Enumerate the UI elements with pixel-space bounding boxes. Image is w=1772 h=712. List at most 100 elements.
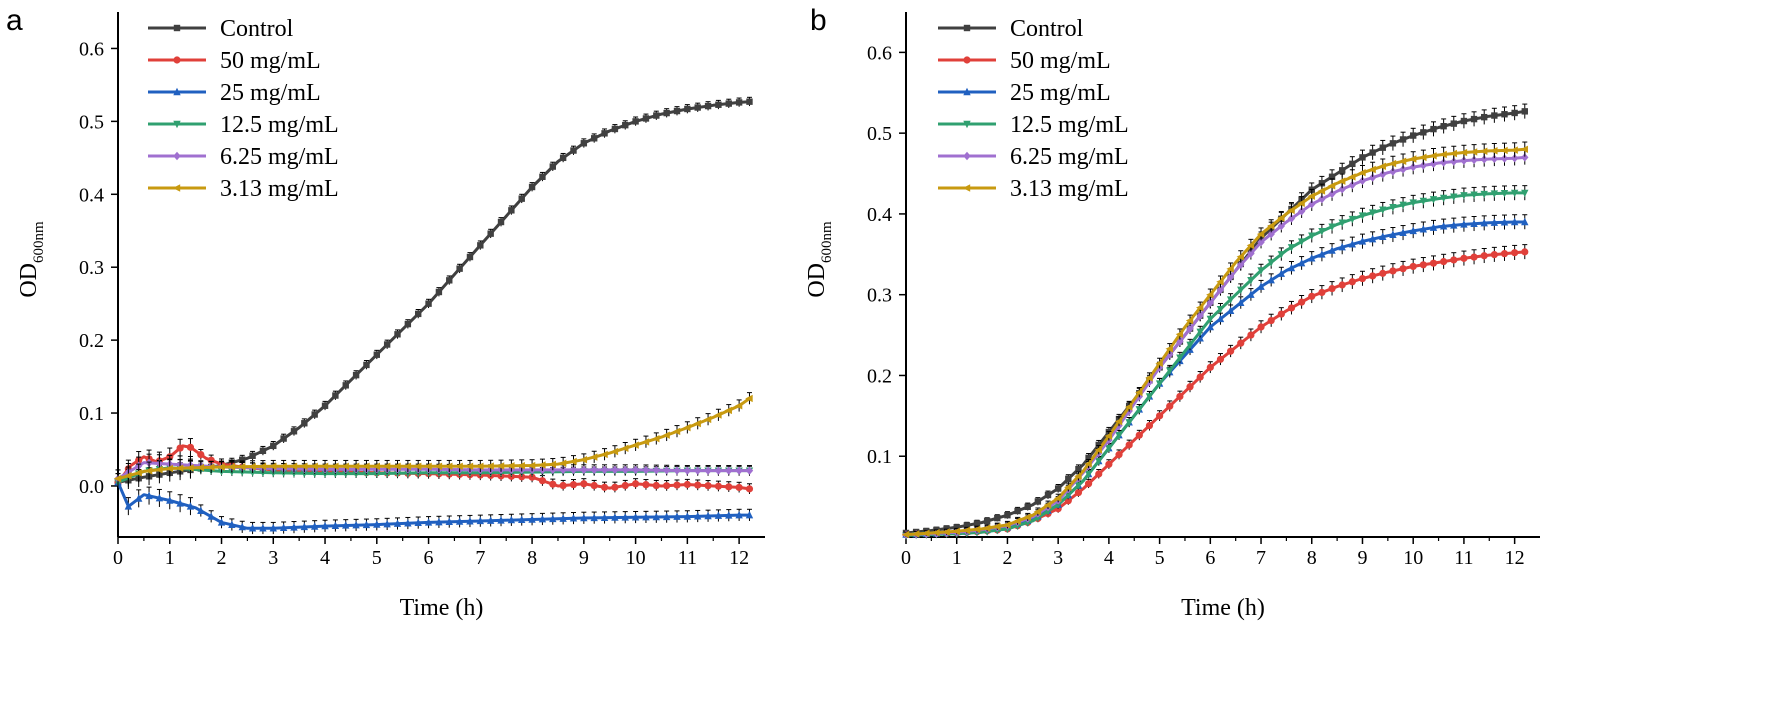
data-point — [1266, 222, 1275, 230]
data-point — [1389, 203, 1397, 212]
data-point — [1399, 201, 1407, 210]
data-point — [673, 107, 681, 115]
x-tick-label: 7 — [1256, 547, 1266, 569]
data-point — [1511, 249, 1519, 257]
data-point — [1328, 284, 1336, 293]
legend-label: 12.5 mg/mL — [220, 112, 339, 138]
data-point — [310, 462, 318, 470]
data-point — [600, 450, 608, 459]
data-point — [1490, 251, 1498, 259]
data-point — [1348, 173, 1356, 181]
data-point — [652, 512, 661, 521]
data-point — [456, 265, 463, 272]
y-axis-title: OD600nm — [16, 221, 47, 298]
data-point — [1287, 244, 1296, 252]
data-point — [683, 466, 692, 475]
data-point — [1420, 129, 1427, 136]
y-axis-title-main: OD — [16, 263, 42, 298]
data-point — [1399, 228, 1407, 237]
data-point — [1226, 265, 1234, 273]
data-point — [1176, 354, 1184, 362]
data-point — [611, 465, 619, 475]
data-point — [1358, 212, 1367, 220]
data-point — [569, 514, 578, 522]
data-point — [1491, 112, 1498, 119]
data-point — [1216, 306, 1225, 314]
data-point — [1500, 146, 1508, 155]
data-point — [414, 462, 422, 470]
legend: Control 50 mg/mL 25 mg/mL 12.5 mg/mL 6.25 mg… — [938, 16, 1129, 202]
data-point — [300, 462, 308, 470]
data-point — [363, 361, 370, 369]
data-point — [1095, 457, 1103, 466]
data-point — [610, 447, 619, 456]
data-point — [1409, 199, 1417, 207]
data-point — [1216, 355, 1225, 363]
data-point — [1338, 243, 1346, 251]
data-point — [1247, 276, 1255, 285]
data-point — [1114, 417, 1123, 426]
data-point — [1368, 234, 1377, 243]
data-point — [1115, 451, 1123, 459]
data-point — [715, 101, 722, 108]
data-point — [446, 277, 453, 284]
data-point — [1186, 383, 1194, 391]
data-point — [1297, 207, 1306, 216]
data-point — [714, 411, 722, 419]
data-point — [569, 465, 578, 475]
data-point — [735, 483, 743, 492]
x-tick-label: 4 — [320, 547, 330, 569]
data-point — [1521, 248, 1529, 256]
data-point — [1469, 148, 1478, 156]
data-point — [559, 514, 567, 522]
data-point — [1044, 491, 1052, 499]
data-point — [1267, 316, 1275, 325]
data-point — [714, 511, 723, 519]
series-line — [905, 220, 1525, 537]
data-point — [1470, 115, 1478, 123]
data-point — [1349, 160, 1356, 168]
data-point — [186, 464, 194, 472]
x-tick-label: 9 — [579, 547, 589, 569]
data-point — [714, 466, 723, 475]
data-point — [393, 462, 401, 470]
data-point — [1358, 237, 1367, 245]
data-point — [1247, 249, 1255, 258]
data-point — [611, 483, 619, 491]
data-point — [663, 109, 670, 117]
data-point — [662, 466, 671, 475]
data-point — [1510, 189, 1519, 198]
data-point — [362, 520, 371, 529]
data-point — [476, 516, 485, 525]
data-point — [507, 515, 516, 524]
data-point — [290, 428, 298, 435]
data-point — [1520, 145, 1528, 154]
data-point — [1297, 238, 1306, 246]
data-point — [1439, 194, 1448, 203]
data-point — [435, 517, 443, 526]
data-point — [197, 451, 205, 459]
data-point — [518, 195, 525, 202]
data-point — [1308, 200, 1316, 209]
legend-swatch-marker — [173, 151, 181, 161]
data-point — [569, 457, 577, 466]
data-point — [1185, 316, 1194, 325]
x-tick-label: 2 — [217, 547, 227, 569]
data-point — [207, 456, 215, 464]
legend-swatch-marker — [963, 120, 971, 129]
data-point — [704, 482, 712, 490]
data-point — [1480, 147, 1488, 155]
data-point — [1348, 215, 1357, 224]
legend-label: 25 mg/mL — [220, 80, 321, 106]
data-point — [1074, 488, 1083, 497]
data-point — [1216, 278, 1224, 286]
data-point — [1460, 192, 1468, 200]
data-point — [1084, 460, 1092, 468]
data-point — [1115, 432, 1123, 440]
data-point — [725, 511, 733, 519]
data-point — [580, 465, 588, 475]
x-tick-label: 10 — [1403, 547, 1423, 569]
data-point — [166, 496, 174, 504]
data-point — [1521, 217, 1529, 226]
